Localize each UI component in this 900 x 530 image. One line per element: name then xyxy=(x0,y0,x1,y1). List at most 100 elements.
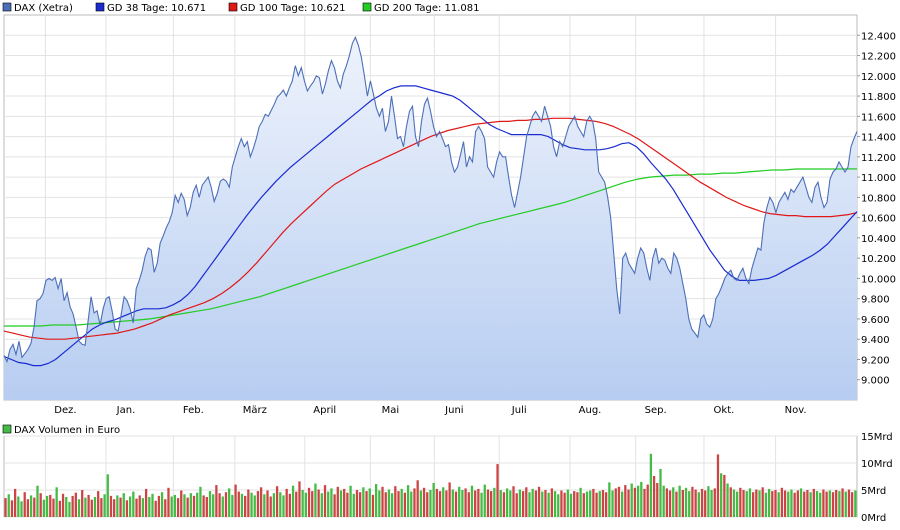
volume-bar xyxy=(544,490,547,517)
volume-bar xyxy=(298,481,301,517)
volume-bar xyxy=(518,489,522,517)
volume-bar xyxy=(636,485,640,517)
volume-bar xyxy=(247,489,250,517)
volume-bar xyxy=(569,493,573,517)
volume-bar xyxy=(231,494,234,517)
legend-label-gd100: GD 100 Tage: 10.621 xyxy=(240,3,346,14)
volume-bar xyxy=(406,485,410,517)
volume-bar xyxy=(148,497,151,517)
volume-bar xyxy=(237,491,240,517)
volume-bar xyxy=(793,492,796,517)
volume-bar xyxy=(374,484,378,517)
volume-bar xyxy=(346,492,349,517)
volume-bar xyxy=(26,499,30,517)
volume-bar xyxy=(611,490,614,517)
volume-bar xyxy=(199,486,202,517)
volume-bar xyxy=(643,488,646,517)
volume-bar xyxy=(707,486,710,517)
volume-bar xyxy=(419,490,423,517)
volume-bar xyxy=(745,491,748,517)
volume-bar xyxy=(662,485,665,517)
price-panel: 9.000 9.200 9.400 9.600 9.800 10.000 10.200 10.… xyxy=(3,14,896,416)
volume-bar xyxy=(624,485,627,517)
volume-bar xyxy=(160,492,164,517)
volume-bar xyxy=(477,488,480,517)
volume-bars xyxy=(4,453,857,517)
volume-bar xyxy=(68,501,71,517)
volume-bar xyxy=(515,493,518,517)
volume-bar xyxy=(154,500,157,517)
volume-bar xyxy=(314,483,317,517)
volume-bar xyxy=(113,499,116,517)
volume-bar xyxy=(825,491,828,517)
volume-bar xyxy=(263,494,266,517)
volume-bar xyxy=(218,493,221,517)
volume-bar xyxy=(438,491,442,517)
volume-bar xyxy=(151,493,154,517)
volume-bar xyxy=(758,490,761,517)
volume-bar xyxy=(84,497,87,517)
gd100-line xyxy=(3,117,858,340)
price-x-tick-label: Jan. xyxy=(116,405,136,416)
volume-bar xyxy=(668,490,672,517)
price-y-tick-label: 9.600 xyxy=(861,315,890,326)
volume-bar xyxy=(97,491,100,517)
volume-bar xyxy=(777,492,780,517)
volume-bar xyxy=(790,489,793,517)
volume-bar xyxy=(330,488,333,517)
volume-bar xyxy=(339,490,343,517)
volume-bar xyxy=(767,488,771,517)
volume-bar xyxy=(180,490,183,517)
volume-bar xyxy=(93,497,97,517)
volume-bar xyxy=(521,491,525,517)
volume-bar xyxy=(400,488,403,517)
volume-bar xyxy=(33,497,36,517)
volume-bar xyxy=(240,493,244,517)
volume-bar xyxy=(192,495,196,517)
volume-bar xyxy=(29,495,33,517)
price-y-tick-label: 12.200 xyxy=(861,52,896,63)
volume-bar xyxy=(365,491,368,517)
volume-bar xyxy=(716,454,720,517)
volume-title: DAX Volumen in Euro xyxy=(14,425,120,436)
volume-bar xyxy=(806,490,809,517)
volume-bar xyxy=(343,488,346,517)
volume-bar xyxy=(710,490,713,517)
volume-bar xyxy=(215,485,218,517)
volume-bar xyxy=(553,491,557,517)
volume-bar xyxy=(841,488,844,517)
volume-bar xyxy=(20,501,23,517)
volume-bar xyxy=(659,468,662,517)
volume-bar xyxy=(783,490,787,517)
volume-bar xyxy=(467,492,470,517)
volume-bar xyxy=(295,491,298,517)
volume-bar xyxy=(665,488,668,517)
volume-bar xyxy=(362,487,365,517)
volume-bar xyxy=(359,492,362,517)
volume-bar xyxy=(103,494,106,517)
volume-bar xyxy=(253,495,256,517)
volume-bar xyxy=(183,494,186,517)
volume-bar xyxy=(605,492,608,517)
volume-bar xyxy=(847,489,851,517)
volume-bar xyxy=(100,498,103,517)
volume-bar xyxy=(528,492,531,517)
volume-bar xyxy=(851,492,854,517)
volume-bar xyxy=(557,494,560,517)
volume-bar xyxy=(787,491,790,517)
volume-bar xyxy=(10,500,14,517)
volume-bar xyxy=(589,490,592,517)
volume-bar xyxy=(499,490,502,517)
volume-bar xyxy=(681,490,684,517)
price-y-tick-label: 9.800 xyxy=(861,295,890,306)
volume-bar xyxy=(125,500,129,517)
price-y-tick-label: 12.000 xyxy=(861,72,896,83)
volume-bar xyxy=(448,482,451,517)
volume-bar xyxy=(726,483,729,517)
volume-bar xyxy=(307,487,311,517)
volume-bar xyxy=(630,483,633,517)
volume-bar xyxy=(77,499,81,517)
volume-bar xyxy=(812,488,815,517)
volume-bar xyxy=(87,494,90,517)
